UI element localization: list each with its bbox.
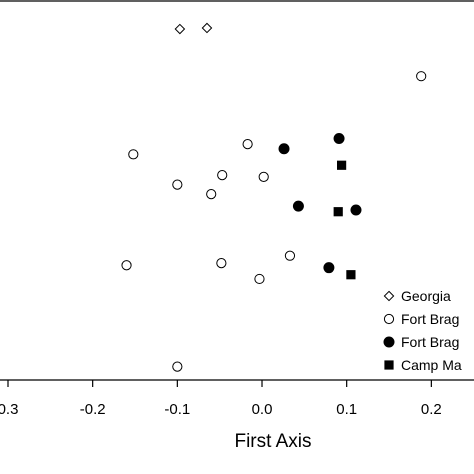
- data-point: [172, 179, 183, 190]
- data-point: [201, 22, 213, 34]
- data-point: [121, 260, 132, 271]
- legend-marker: [383, 336, 395, 348]
- x-tick-label: 0.2: [421, 401, 442, 418]
- x-tick-label: 0.0: [252, 401, 273, 418]
- data-point: [128, 149, 139, 160]
- data-point: [172, 361, 183, 372]
- data-point: [254, 273, 265, 285]
- legend-label: Fort Brag: [401, 311, 459, 327]
- data-point: [206, 189, 217, 200]
- x-axis-label: First Axis: [234, 431, 311, 452]
- data-point: [284, 250, 296, 261]
- data-point: [216, 258, 227, 269]
- legend-marker: [383, 290, 395, 302]
- legend-marker: [384, 360, 394, 370]
- legend-label: Fort Brag: [401, 334, 459, 350]
- data-point: [278, 143, 290, 155]
- plot-frame: [0, 0, 474, 381]
- data-point: [242, 139, 253, 150]
- data-point: [336, 160, 347, 170]
- x-tick-label: 0.3: [0, 401, 18, 418]
- x-axis-ticks: 0.3 -0.2 -0.1 0.0 0.1 0.2: [0, 380, 442, 418]
- data-point: [416, 71, 427, 82]
- data-point: [350, 204, 362, 216]
- data-point: [346, 270, 356, 280]
- legend-label: Georgia: [401, 288, 451, 304]
- data-point: [292, 200, 304, 212]
- data-point: [323, 262, 335, 274]
- data-point: [174, 23, 186, 35]
- legend-marker: [383, 313, 395, 325]
- data-point: [333, 132, 345, 144]
- legend-label: Camp Ma: [401, 357, 462, 373]
- legend: Georgia Fort Brag Fort Brag Camp Ma: [383, 288, 462, 373]
- data-point: [333, 207, 343, 217]
- x-tick-label: 0.1: [336, 401, 357, 418]
- x-tick-label: -0.2: [80, 401, 106, 418]
- data-point: [217, 170, 228, 181]
- x-tick-label: -0.1: [164, 401, 190, 418]
- data-point: [258, 171, 269, 182]
- data-points: [121, 22, 427, 372]
